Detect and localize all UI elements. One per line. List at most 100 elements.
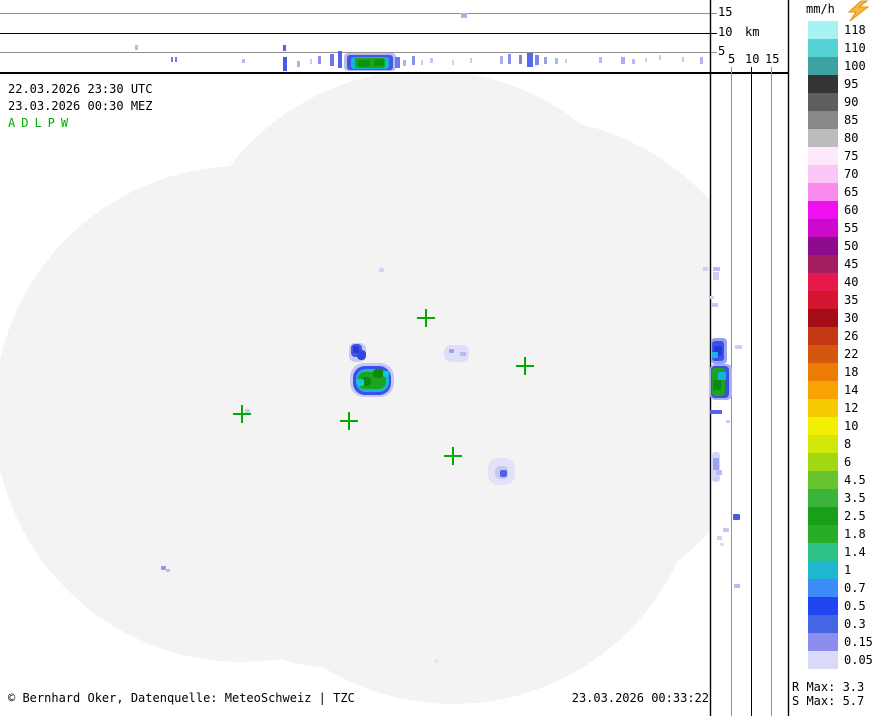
legend-band-swatch [808,615,838,633]
legend-band-label: 60 [844,203,859,217]
legend-band-label: 22 [844,347,859,361]
legend-band-swatch [808,561,838,579]
legend-band-label: 55 [844,221,859,235]
legend-band-label: 18 [844,365,859,379]
legend-band-swatch [808,93,838,111]
legend-band-swatch [808,363,838,381]
legend-band-swatch [808,255,838,273]
legend-band-label: 0.7 [844,581,866,595]
legend-band-swatch [808,579,838,597]
legend-band-label: 26 [844,329,859,343]
echo-blob [161,566,166,570]
legend-band-swatch [808,345,838,363]
legend-band-swatch [808,453,838,471]
profile-echo [733,514,740,520]
legend-band-swatch [808,111,838,129]
legend-band-label: 1.4 [844,545,866,559]
legend-band-swatch [808,489,838,507]
rain-max-value: R Max: 3.3 [792,680,865,694]
hail-lightning-icon [847,0,870,22]
legend-band-swatch [808,417,838,435]
station-cross-marker [444,447,462,465]
legend-band-label: 85 [844,113,859,127]
height-label-10: 10 [718,25,733,39]
legend-band-label: 3.5 [844,491,866,505]
profile-echo [565,59,567,63]
distance-label-15: 15 [765,52,780,66]
legend-band-label: 12 [844,401,859,415]
profile-echo [430,58,433,63]
precipitation-color-scale: 118 110 100 95 90 85 80 75 70 65 60 55 50 45 40 35 30 26 2… [808,21,876,669]
profile-echo [555,58,558,64]
profile-echo [645,58,647,62]
profile-echo [723,528,729,532]
station-cross-marker [417,309,435,327]
legend-band-label: 0.5 [844,599,866,613]
legend-band-swatch [808,435,838,453]
profile-echo [412,56,415,65]
profile-echo [283,45,286,51]
profile-echo [700,57,703,64]
profile-echo [621,57,625,64]
profile-echo [718,372,726,380]
legend-band-swatch [808,165,838,183]
echo-blob [500,470,507,477]
profile-echo [500,56,503,64]
legend-band-swatch [808,399,838,417]
legend-band-label: 50 [844,239,859,253]
legend-band-label: 65 [844,185,859,199]
legend-band-swatch [808,651,838,669]
profile-echo [713,458,719,470]
legend-band-swatch [808,597,838,615]
profile-echo [374,59,384,66]
height-label-15: 15 [718,5,733,19]
profile-echo [712,352,718,358]
height-unit-label: km [745,25,760,39]
legend-band-swatch [808,381,838,399]
radar-station-markers [233,309,534,465]
mez-timestamp: 23.03.2026 00:30 MEZ [8,99,153,113]
legend-band-label: 80 [844,131,859,145]
utc-timestamp: 22.03.2026 23:30 UTC [8,82,153,96]
profile-echo [175,57,177,62]
legend-band-swatch [808,273,838,291]
echo-blob [449,349,454,353]
profile-echo [171,57,173,62]
distance-label-5: 5 [728,52,736,66]
echo-blob [245,409,250,413]
legend-band-label: 70 [844,167,859,181]
legend-band-label: 6 [844,455,852,469]
legend-band-swatch [808,309,838,327]
profile-echo [734,584,740,588]
profile-echo [682,57,684,62]
profile-echo [452,60,454,65]
distance-label-10: 10 [745,52,760,66]
profile-echo [710,296,714,299]
legend-band-swatch [808,291,838,309]
legend-band-label: 0.3 [844,617,866,631]
profile-echo [632,59,635,64]
profile-echo [283,57,287,71]
legend-band-swatch [808,633,838,651]
echo-blob [379,268,384,272]
legend-band-swatch [808,327,838,345]
profile-echo [338,51,342,68]
profile-echo [717,536,722,540]
vertical-profile-echoes-right [710,267,742,588]
profile-echo [599,57,602,63]
echo-blob [434,659,439,663]
profile-echo [461,13,467,18]
profile-echo [726,420,730,423]
profile-echo [242,59,245,63]
echo-blob [357,379,364,386]
legend-band-label: 100 [844,59,866,73]
legend-band-swatch [808,39,838,57]
station-code: ADLPW [8,116,75,130]
station-cross-marker [516,357,534,375]
profile-echo [421,60,423,65]
legend-band-swatch [808,471,838,489]
legend-band-label: 1.8 [844,527,866,541]
profile-echo [720,543,724,546]
